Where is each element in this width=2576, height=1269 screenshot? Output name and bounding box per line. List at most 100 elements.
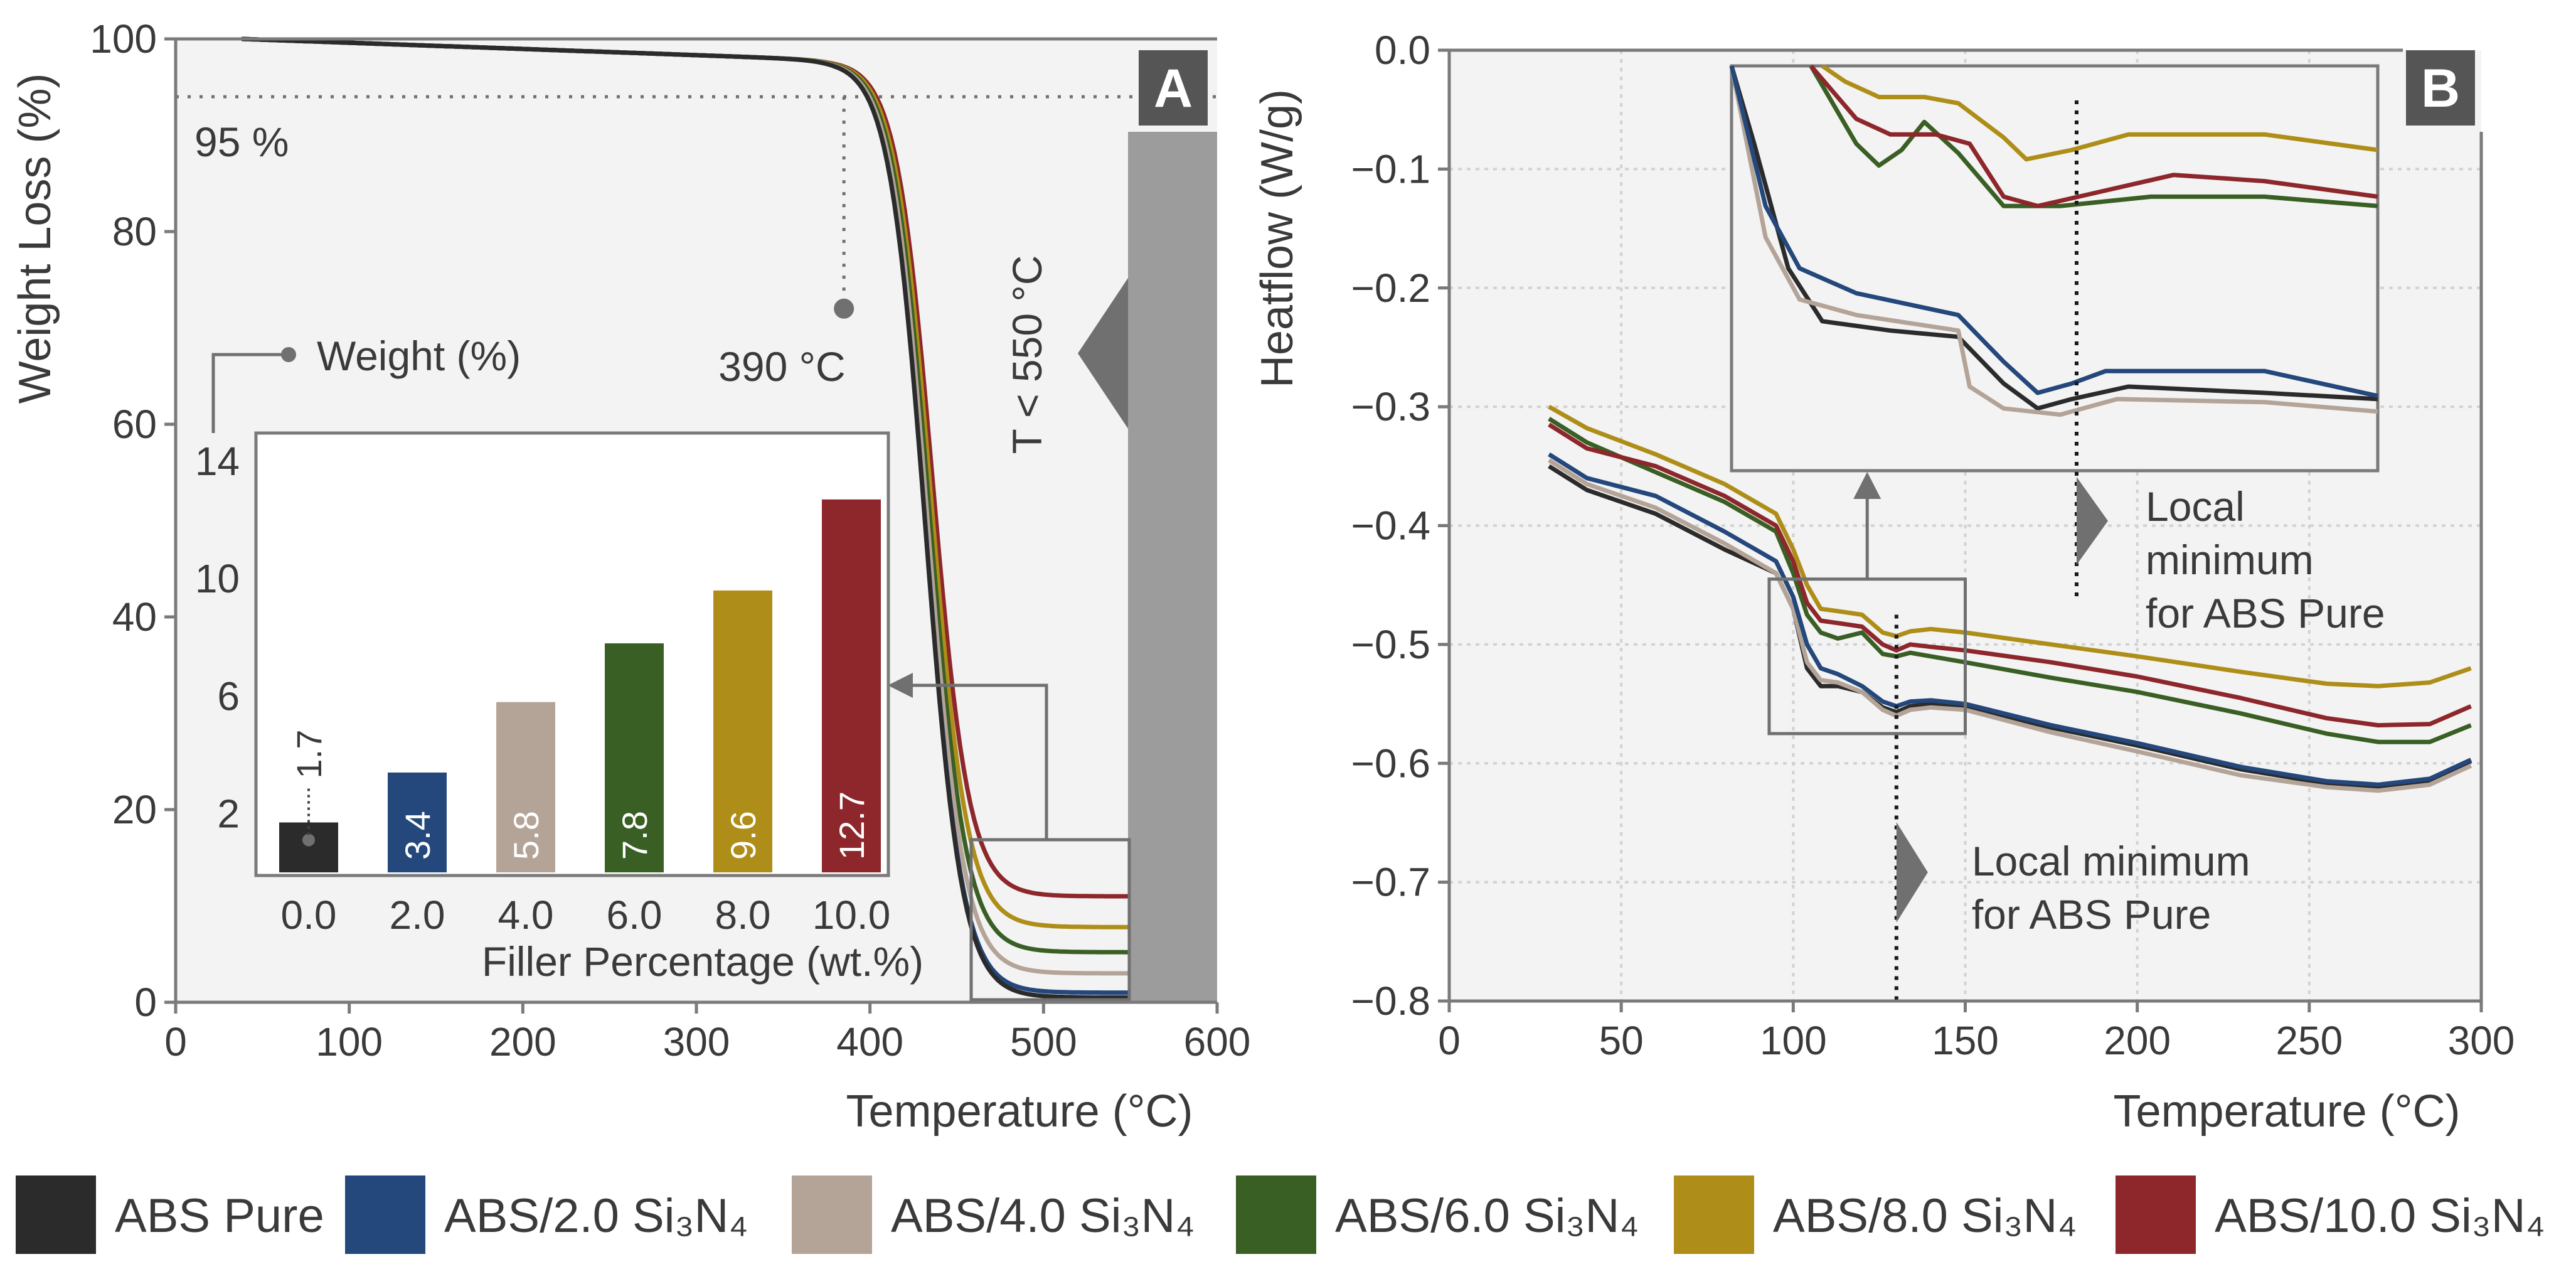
tga-curve-0 [241,36,1131,1000]
inset-title-dot-icon [281,347,296,362]
legend-label: ABS/8.0 Si₃N₄ [1773,1189,2077,1243]
inset-min-label-3: for ABS Pure [2146,590,2385,636]
onset-marker [834,298,854,319]
dsc-curve-1 [1548,452,2472,787]
panel-b-ytick-label: −0.6 [1351,741,1430,786]
panel-a-axes: 0 20 40 60 80 100 0 100 200 300 400 500 600 [90,16,1250,1064]
inset-bars: 2 6 10 14 0.0 1.7 2.0 3.4 4.0 5.8 6.0 7.8 8.0 9.6 10.0… [195,439,890,938]
inset-dsc-curve-3 [1809,65,2378,208]
inset-dsc-curve-1 [1729,65,2378,399]
range-arrow-icon [1078,278,1128,429]
panel-a-ytick-label: 40 [112,594,157,640]
inset-bar-value: 7.8 [615,811,654,860]
panel-a-xtick-label: 200 [489,1019,556,1064]
local-min-arrow-icon [1896,822,1928,923]
panel-b-ytick-label: 0.0 [1375,28,1430,73]
range-label: T < 550 °C [1004,255,1050,454]
inset-title: Weight (%) [317,333,521,379]
panel-b-xtick-label: 50 [1599,1018,1644,1063]
panel-b-xtick-label: 200 [2104,1018,2171,1063]
panel-b: Local minimum for ABS Pure Local minimum … [1252,28,2515,1137]
panel-a: 95 % 390 °C T < 550 °C A Weight (%) 2 6 10 1… [10,16,1250,1137]
inset-xtick-label: 6.0 [607,892,663,938]
inset-ytick-label: 6 [217,673,240,719]
inset-bar [713,590,772,872]
panel-a-xtick-label: 400 [836,1019,903,1064]
zoom-box-a [969,838,1131,1002]
panel-b-ylabel: Heatflow (W/g) [1252,89,1302,388]
inset-bar-value: 9.6 [723,811,763,860]
panel-b-xtick-label: 300 [2448,1018,2515,1063]
legend-label: ABS/10.0 Si₃N₄ [2215,1189,2545,1243]
dsc-curve-0 [1548,464,2472,790]
panel-a-ytick-label: 20 [112,787,157,832]
inset-xtick-label: 10.0 [812,892,891,938]
legend-swatch [792,1175,872,1254]
inset-bar-dot [302,833,315,847]
legend-label: ABS Pure [115,1189,324,1243]
inset-bar-value: 12.7 [832,791,871,860]
inset-xtick-label: 4.0 [498,892,554,938]
dsc-curve-2 [1548,458,2472,793]
panel-b-xtick-label: 250 [2275,1018,2343,1063]
inset-title-connector [211,353,284,433]
inset-bar [605,643,664,872]
panel-a-xtick-label: 0 [164,1019,187,1064]
panel-b-axes: 0.0 −0.1 −0.2 −0.3 −0.4 −0.5 −0.6 −0.7 −0.80 50 10… [1351,28,2515,1063]
panel-b-label-box [2406,50,2475,126]
panel-b-label: B [2421,58,2460,119]
inset-bar-value: 3.4 [398,811,437,860]
panel-b-ytick-label: −0.1 [1351,146,1430,191]
panel-b-ytick-label: −0.5 [1351,622,1430,667]
panel-a-xtick-label: 600 [1184,1019,1251,1064]
inset-bar [279,822,338,872]
onset-label: 390 °C [718,343,846,390]
dsc-curve-5 [1548,422,2472,728]
inset-dsc-curve-4 [1821,64,2378,162]
panel-b-ytick-label: −0.8 [1351,978,1430,1024]
inset-bar-chart: Weight (%) 2 6 10 14 0.0 1.7 2.0 3.4 4.0 5.8 6.0 7.… [195,333,923,985]
panel-b-xtick-label: 0 [1438,1018,1461,1063]
panel-b-annotations: Local minimum for ABS Pure [1767,472,2250,1001]
inset-xtick-label: 8.0 [715,892,771,938]
legend-label: ABS/6.0 Si₃N₄ [1335,1189,1639,1243]
inset-ytick-label: 14 [195,439,240,484]
range-band [1128,132,1217,1002]
panel-b-xtick-label: 150 [1932,1018,1999,1063]
panel-a-annotations: 95 % 390 °C [176,95,1217,390]
panel-b-xtick-label: 100 [1760,1018,1827,1063]
panel-a-xtick-label: 500 [1010,1019,1077,1064]
inset-min-label-2: minimum [2146,537,2314,583]
panel-b-xlabel: Temperature (°C) [2114,1086,2461,1137]
inset-ytick-label: 2 [217,791,240,836]
inset-bar-value: 5.8 [506,811,546,860]
inset-frame [254,431,890,877]
legend: ABS Pure ABS/2.0 Si₃N₄ ABS/4.0 Si₃N₄ ABS/6.… [16,1175,2545,1254]
local-min-label-1: Local minimum [1972,838,2250,884]
panel-a-label-box [1139,50,1208,126]
panel-b-curves [1548,405,2472,793]
inset-bar [388,772,447,872]
panel-a-xtick-label: 100 [316,1019,383,1064]
zoom-connector-a [903,683,1048,840]
inset-min-label-1: Local [2146,483,2245,530]
panel-a-ytick-label: 0 [134,980,157,1025]
inset-bar [496,702,555,872]
inset-bar-value: 1.7 [289,730,329,779]
dsc-curve-4 [1548,405,2472,688]
legend-swatch [2116,1175,2196,1254]
legend-swatch [1236,1175,1316,1254]
inset-dsc-curve-2 [1729,65,2378,417]
dsc-curve-3 [1548,417,2472,744]
panel-b-ytick-label: −0.3 [1351,384,1430,429]
zoom-arrow-b-icon [1853,472,1881,499]
legend-swatch [16,1175,96,1254]
legend-label: ABS/4.0 Si₃N₄ [891,1189,1195,1243]
panel-a-xlabel: Temperature (°C) [846,1086,1193,1137]
inset-bar [822,499,881,872]
legend-swatch [1674,1175,1754,1254]
panel-a-ytick-label: 100 [90,16,157,62]
inset-dsc-curve-5 [1809,64,2378,208]
inset-xtick-label: 0.0 [281,892,337,938]
